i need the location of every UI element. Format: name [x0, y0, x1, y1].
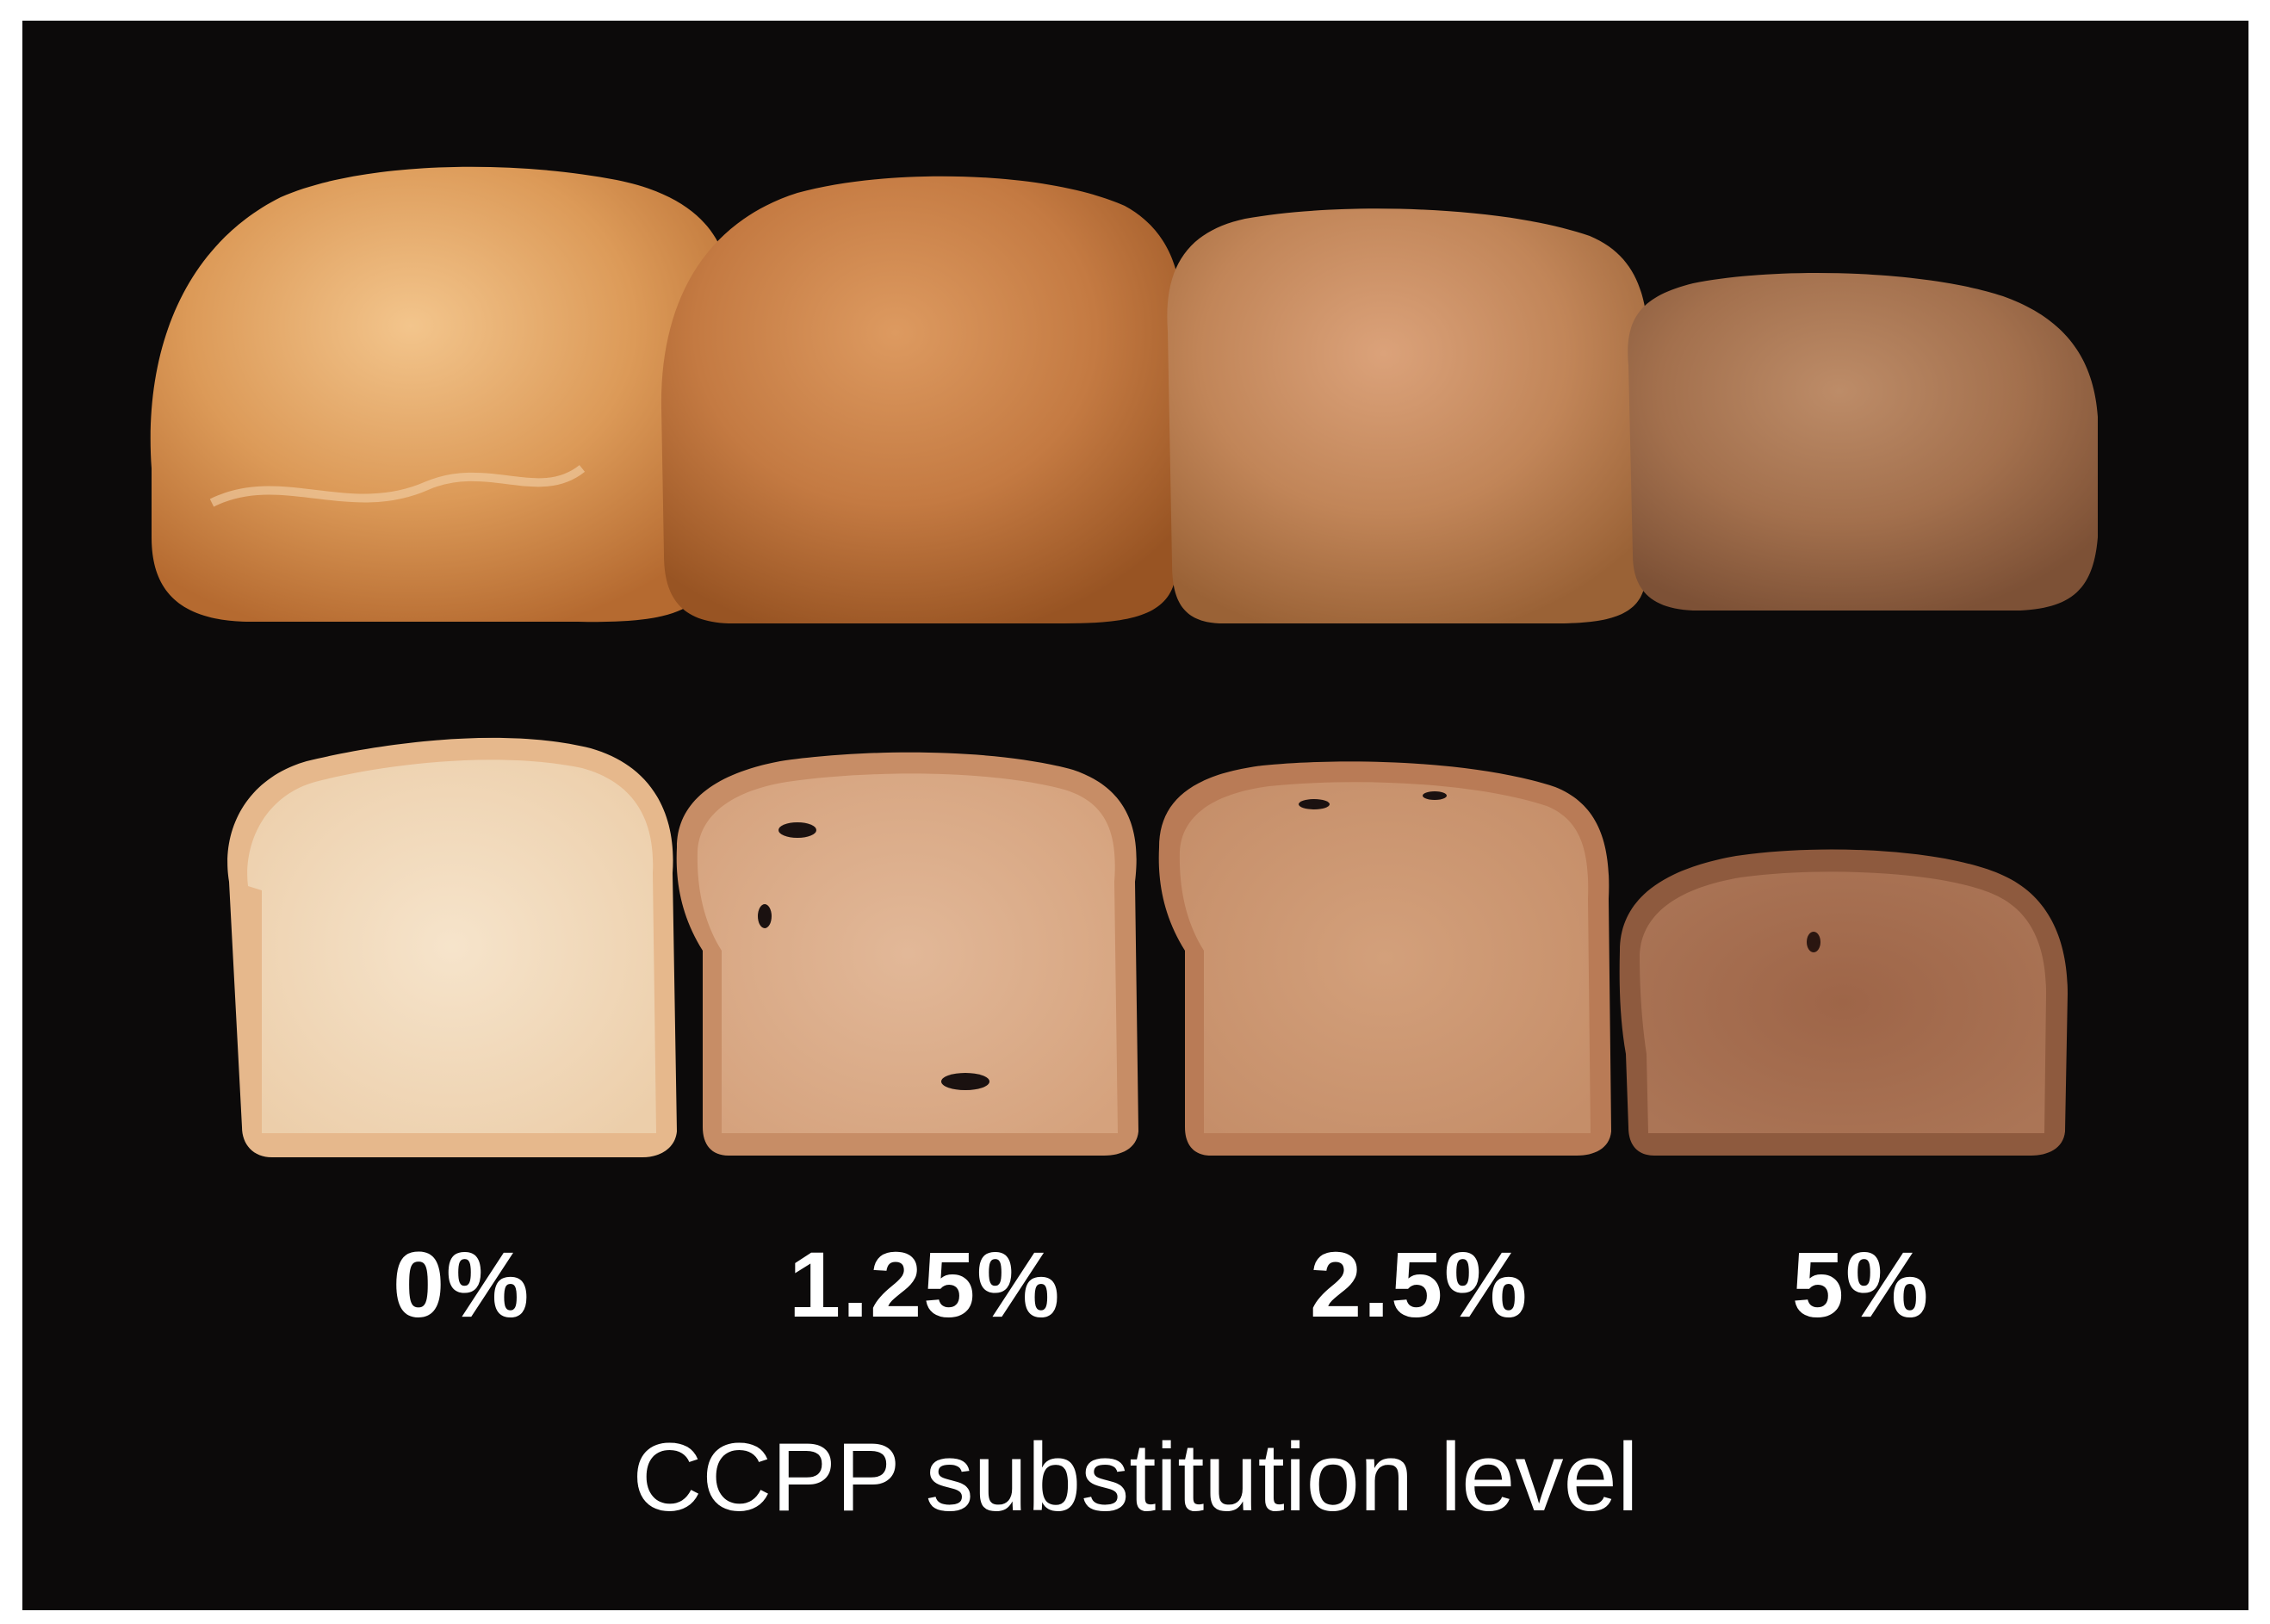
slice-5: [1619, 849, 2068, 1156]
sample-label-0: 0%: [393, 1232, 531, 1336]
bread-illustration: [150, 166, 2098, 1157]
loaf-0: [150, 166, 730, 623]
sample-label-5: 5%: [1792, 1232, 1931, 1336]
loaf-5: [1628, 273, 2098, 611]
caption: CCPP substitution level: [632, 1423, 1639, 1531]
slice-0: [227, 737, 677, 1157]
sample-label-2-5: 2.5%: [1310, 1232, 1529, 1336]
sample-label-1-25: 1.25%: [789, 1232, 1062, 1336]
loaf-1-25: [661, 176, 1182, 623]
slice-2-5: [1158, 761, 1611, 1156]
bread-photo: 0% 1.25% 2.5% 5% CCPP substitution level: [22, 21, 2248, 1610]
loaf-2-5: [1167, 208, 1649, 624]
slice-1-25: [676, 752, 1138, 1156]
